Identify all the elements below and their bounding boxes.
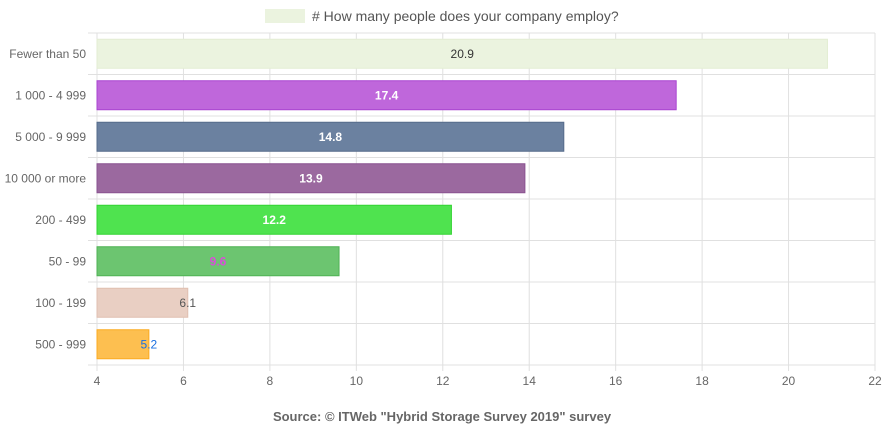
bars: 20.9 17.4 14.8 13.9 12.2 9.6 6.1 5.2 (96, 38, 828, 360)
data-label: 17.4 (375, 88, 399, 102)
x-tick-label: 12 (436, 374, 450, 388)
legend-swatch (265, 9, 305, 23)
y-tick-label: 100 - 199 (35, 296, 86, 310)
data-label: 5.2 (141, 337, 158, 351)
x-tick-label: 10 (350, 374, 364, 388)
data-label: 6.1 (179, 296, 196, 310)
data-label: 13.9 (299, 171, 323, 185)
bar[interactable] (96, 329, 150, 360)
x-tick-label: 8 (267, 374, 274, 388)
bar[interactable] (96, 246, 340, 277)
y-tick-label: 10 000 or more (5, 171, 87, 185)
bar[interactable] (96, 163, 526, 194)
legend-label: # How many people does your company empl… (312, 8, 619, 24)
chart-footer: Source: © ITWeb "Hybrid Storage Survey 2… (273, 409, 612, 424)
y-tick-label: 5 000 - 9 999 (15, 130, 86, 144)
bar[interactable] (96, 204, 452, 235)
bar[interactable] (96, 287, 189, 318)
y-tick-label: 1 000 - 4 999 (15, 88, 86, 102)
x-tick-label: 16 (609, 374, 623, 388)
x-tick-label: 6 (180, 374, 187, 388)
x-tick-label: 20 (782, 374, 796, 388)
x-axis-labels: 4 6 8 10 12 14 16 18 20 22 (94, 374, 882, 388)
y-axis-labels: Fewer than 50 1 000 - 4 999 5 000 - 9 999 1… (5, 47, 87, 352)
bar[interactable] (96, 80, 677, 111)
x-tick-label: 4 (94, 374, 101, 388)
legend[interactable]: # How many people does your company empl… (265, 8, 619, 24)
y-tick-label: 500 - 999 (35, 337, 86, 351)
x-tick-label: 22 (868, 374, 882, 388)
y-tick-label: 50 - 99 (49, 254, 87, 268)
y-tick-label: 200 - 499 (35, 213, 86, 227)
bar[interactable] (96, 38, 828, 69)
data-label: 12.2 (263, 213, 287, 227)
data-label: 20.9 (451, 47, 475, 61)
bar[interactable] (96, 121, 565, 152)
y-tick-label: Fewer than 50 (9, 47, 86, 61)
x-tick-label: 18 (695, 374, 709, 388)
data-label: 14.8 (319, 130, 343, 144)
data-label: 9.6 (210, 254, 227, 268)
x-tick-label: 14 (523, 374, 537, 388)
